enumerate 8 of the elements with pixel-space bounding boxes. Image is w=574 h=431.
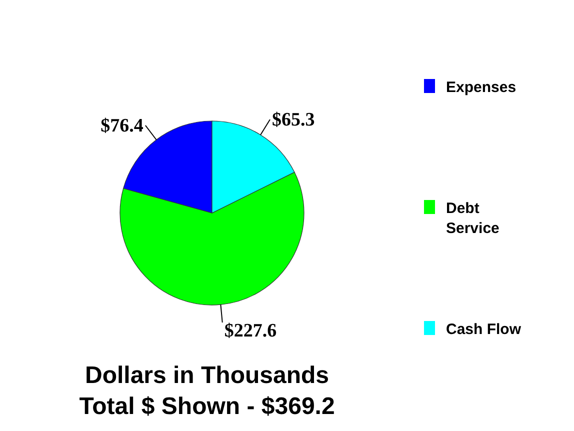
legend-label: Expenses — [446, 78, 518, 98]
legend-label: Cash Flow — [446, 320, 522, 340]
data-label: $76.4 — [100, 115, 144, 136]
text: Dollars in Thousands — [84, 361, 330, 391]
text: Total $ Shown - $369.2 — [78, 392, 336, 422]
data-label: $227.6 — [224, 320, 277, 342]
legend-label: Debt Service — [446, 199, 500, 239]
data-label: $65.3 — [272, 110, 315, 131]
